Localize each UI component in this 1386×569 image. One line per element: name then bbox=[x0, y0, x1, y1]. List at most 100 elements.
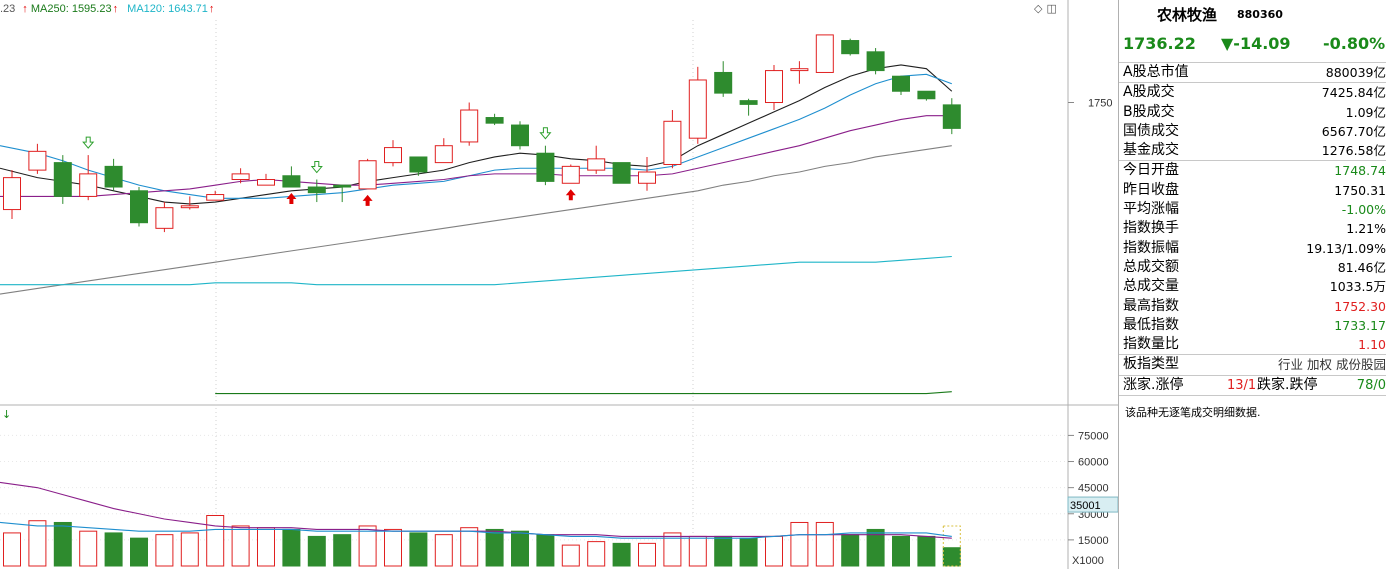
candle-body bbox=[739, 100, 758, 105]
volume-bar bbox=[3, 532, 21, 567]
volume-tick-label: 15000 bbox=[1078, 535, 1109, 547]
candle-body bbox=[231, 173, 250, 181]
volume-bar bbox=[815, 521, 834, 567]
candle-body bbox=[511, 124, 529, 147]
volume-bar bbox=[434, 534, 453, 567]
volume-unit-label: X1000 bbox=[1072, 555, 1104, 567]
stat-label: 总成交量 bbox=[1123, 278, 1179, 295]
stat-value: 1.10 bbox=[1358, 337, 1386, 353]
candle-body bbox=[434, 145, 453, 164]
fall-value: 78/0 bbox=[1356, 377, 1386, 393]
rise-value: 13/1 bbox=[1227, 377, 1257, 393]
index-info-panel: 农林牧渔 880360 1736.22 ▼-14.09 -0.80% A股总市值… bbox=[1118, 0, 1386, 569]
panel-toggle-icon[interactable]: ◫ bbox=[1046, 2, 1057, 15]
panel-header: 农林牧渔 880360 1736.22 ▼-14.09 -0.80% bbox=[1119, 0, 1386, 63]
diamond-toggle-icon[interactable]: ◇ bbox=[1034, 2, 1043, 15]
volume-bar bbox=[536, 534, 555, 567]
candle-body bbox=[688, 79, 707, 139]
sell-signal-arrow-icon bbox=[539, 127, 552, 140]
stat-row: 国债成交 6567.70亿 bbox=[1119, 122, 1386, 141]
moving-average-line bbox=[0, 64, 953, 205]
stat-row: 指数振幅 19.13/1.09% bbox=[1119, 239, 1386, 258]
stat-value: 880039亿 bbox=[1325, 65, 1386, 80]
volume-bar bbox=[739, 537, 758, 567]
candle-body bbox=[485, 117, 504, 124]
volume-bar bbox=[866, 528, 885, 567]
stat-row: 指数换手 1.21% bbox=[1119, 219, 1386, 238]
stat-label: B股成交 bbox=[1123, 103, 1175, 120]
stat-row: A股总市值 880039亿 bbox=[1119, 63, 1386, 84]
volume-bar bbox=[409, 532, 428, 567]
stat-label: 指数换手 bbox=[1123, 220, 1179, 237]
volume-bar bbox=[841, 534, 860, 567]
stat-value: -1.00% bbox=[1341, 202, 1386, 218]
candle-body bbox=[815, 34, 834, 73]
projected-volume-box bbox=[942, 525, 961, 567]
volume-bar bbox=[714, 535, 733, 567]
buy-signal-arrow-icon bbox=[565, 189, 576, 201]
candle-body bbox=[206, 194, 225, 201]
index-code: 880360 bbox=[1237, 8, 1283, 21]
stat-label: 指数量比 bbox=[1123, 336, 1179, 353]
index-change: ▼-14.09 bbox=[1221, 34, 1291, 53]
stat-label: 国债成交 bbox=[1123, 122, 1179, 139]
candle-body bbox=[130, 190, 148, 224]
candle-body bbox=[866, 51, 885, 72]
stat-label: 昨日收盘 bbox=[1123, 181, 1179, 198]
stat-label: 基金成交 bbox=[1123, 142, 1179, 159]
buy-signal-arrow-icon bbox=[286, 193, 297, 205]
price-tick-label: 1750 bbox=[1088, 98, 1112, 110]
chart-controls: ◇ ◫ bbox=[1034, 2, 1061, 15]
stat-label: 最低指数 bbox=[1123, 316, 1179, 333]
ma250-label: MA250: 1595.23 bbox=[30, 3, 112, 15]
stat-value: 行业 加权 成份股园 bbox=[1278, 357, 1386, 373]
candle-body bbox=[3, 177, 21, 211]
volume-bar bbox=[53, 521, 72, 567]
candle-body bbox=[282, 175, 301, 188]
candle-body bbox=[384, 147, 402, 164]
volume-bar bbox=[892, 535, 910, 567]
volume-bar bbox=[638, 542, 656, 567]
candle-body bbox=[790, 68, 809, 72]
stat-value: 1733.17 bbox=[1334, 317, 1386, 333]
stat-row: B股成交 1.09亿 bbox=[1119, 103, 1386, 122]
candle-body bbox=[638, 171, 656, 184]
kline-chart-area[interactable]: 1750 75000 60000 45000 30000 15000 35001 X1000 ↓… bbox=[0, 0, 1118, 569]
stat-row: 最高指数 1752.30 bbox=[1119, 297, 1386, 316]
stat-label: 平均涨幅 bbox=[1123, 201, 1179, 218]
volume-bar bbox=[942, 547, 961, 567]
volume-bar bbox=[587, 541, 606, 567]
rise-label: 涨家.涨停 bbox=[1123, 376, 1184, 393]
candle-body bbox=[663, 120, 682, 165]
stat-value: 6567.70亿 bbox=[1321, 123, 1386, 139]
stat-value: 19.13/1.09% bbox=[1306, 240, 1386, 256]
stat-row: 指数量比 1.10 bbox=[1119, 335, 1386, 356]
moving-average-line bbox=[215, 391, 952, 395]
stat-row: A股成交 7425.84亿 bbox=[1119, 83, 1386, 102]
volume-bar bbox=[130, 537, 148, 567]
moving-average-line bbox=[0, 115, 952, 197]
candle-body bbox=[536, 152, 555, 182]
volume-down-arrow-icon: ↓ bbox=[2, 408, 11, 421]
current-volume-label: 35001 bbox=[1070, 500, 1101, 512]
stat-value: 1.09亿 bbox=[1345, 104, 1386, 120]
stat-label: 总成交额 bbox=[1123, 258, 1179, 275]
index-price: 1736.22 bbox=[1123, 34, 1196, 53]
stat-value: 1033.5万 bbox=[1329, 279, 1386, 295]
stat-value: 1.21% bbox=[1346, 221, 1386, 237]
volume-bar bbox=[561, 544, 580, 567]
stat-label: A股总市值 bbox=[1123, 64, 1189, 80]
candle-body bbox=[612, 162, 631, 184]
candle-body bbox=[53, 162, 72, 197]
candle-body bbox=[942, 104, 961, 129]
candle-body bbox=[307, 186, 326, 194]
candle-body bbox=[28, 150, 47, 171]
stat-label: A股成交 bbox=[1123, 84, 1175, 101]
volume-tick-label: 60000 bbox=[1078, 457, 1109, 469]
volume-bar bbox=[282, 528, 301, 567]
volume-bar bbox=[257, 527, 275, 567]
stat-row: 总成交额 81.46亿 bbox=[1119, 258, 1386, 277]
candle-body bbox=[460, 109, 479, 143]
rise-fall-row: 涨家.涨停 13/1 跌家.跌停 78/0 bbox=[1119, 376, 1386, 397]
